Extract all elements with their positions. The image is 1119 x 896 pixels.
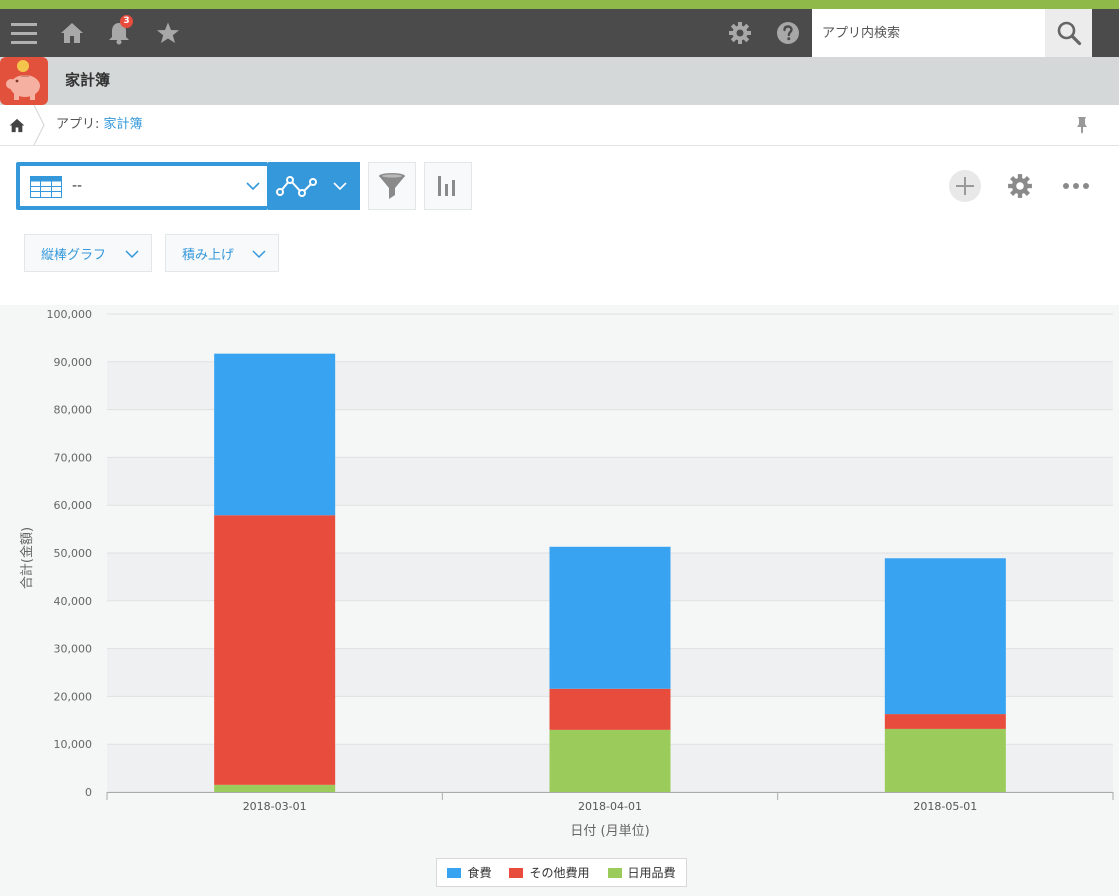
breadcrumb-app-link[interactable]: 家計簿 bbox=[103, 117, 143, 132]
menu-icon[interactable] bbox=[8, 9, 40, 57]
breadcrumb-separator-icon bbox=[33, 105, 45, 145]
legend-swatch bbox=[607, 867, 622, 878]
filter-funnel-icon bbox=[379, 173, 405, 199]
y-axis-label: 合計(金額) bbox=[19, 527, 35, 589]
bar-segment bbox=[549, 729, 671, 792]
bar-segment bbox=[214, 515, 336, 785]
line-graph-icon bbox=[276, 176, 317, 197]
legend-swatch bbox=[447, 867, 462, 878]
bar-segment bbox=[549, 688, 671, 730]
legend-label: その他費用 bbox=[529, 866, 590, 880]
chevron-down-icon bbox=[252, 250, 266, 259]
breadcrumb: アプリ: 家計簿 bbox=[0, 105, 1119, 146]
stack-mode-dropdown[interactable]: 積み上げ bbox=[165, 234, 279, 272]
add-record-button[interactable] bbox=[948, 169, 982, 203]
filter-button[interactable] bbox=[368, 162, 416, 210]
more-options-button[interactable] bbox=[1059, 169, 1093, 203]
chart-legend: 食費 その他費用 日用品費 bbox=[436, 858, 687, 887]
legend-item[interactable]: その他費用 bbox=[509, 864, 590, 881]
y-tick-label: 70,000 bbox=[54, 451, 93, 464]
pin-icon[interactable] bbox=[1072, 115, 1092, 135]
y-tick-label: 10,000 bbox=[54, 738, 93, 751]
more-dots-icon bbox=[1063, 183, 1089, 189]
view-dropdown[interactable]: -- bbox=[20, 166, 267, 206]
bar-segment bbox=[884, 728, 1006, 792]
favorites-star-icon[interactable] bbox=[152, 9, 184, 57]
app-header: 家計簿 bbox=[0, 57, 1119, 105]
legend-label: 日用品費 bbox=[627, 866, 676, 880]
y-tick-label: 80,000 bbox=[54, 404, 93, 417]
graph-button[interactable] bbox=[424, 162, 472, 210]
legend-swatch bbox=[509, 867, 524, 878]
y-tick-label: 20,000 bbox=[54, 690, 93, 703]
y-tick-label: 50,000 bbox=[54, 547, 93, 560]
breadcrumb-home-icon[interactable] bbox=[0, 105, 34, 145]
bar-segment bbox=[214, 784, 336, 792]
y-tick-label: 100,000 bbox=[47, 308, 93, 321]
piggy-bank-app-icon bbox=[0, 57, 48, 105]
search-icon bbox=[1057, 21, 1081, 46]
stack-mode-label: 積み上げ bbox=[182, 247, 235, 263]
settings-gear-icon[interactable] bbox=[724, 9, 756, 57]
chevron-down-icon bbox=[333, 182, 347, 191]
y-tick-label: 60,000 bbox=[54, 499, 93, 512]
table-view-icon bbox=[30, 176, 62, 198]
bar-segment bbox=[214, 353, 336, 516]
chevron-down-icon bbox=[125, 250, 139, 259]
plus-icon bbox=[949, 170, 981, 202]
view-selector[interactable]: -- bbox=[16, 162, 268, 210]
x-axis-label: 日付 (月単位) bbox=[570, 823, 649, 839]
breadcrumb-prefix: アプリ: bbox=[56, 117, 104, 132]
app-settings-button[interactable] bbox=[1003, 169, 1037, 203]
x-tick-label: 2018-03-01 bbox=[243, 800, 307, 813]
app-search-input[interactable] bbox=[812, 9, 1045, 57]
bar-segment bbox=[884, 558, 1006, 715]
help-icon[interactable] bbox=[772, 9, 804, 57]
search-button[interactable] bbox=[1045, 9, 1092, 57]
top-accent-stripe bbox=[0, 0, 1119, 9]
top-navigation-bar: 3 bbox=[0, 9, 1119, 57]
y-tick-label: 30,000 bbox=[54, 643, 93, 656]
bar-segment bbox=[884, 714, 1006, 729]
legend-label: 食費 bbox=[467, 866, 492, 880]
graph-view-selector[interactable] bbox=[268, 162, 360, 210]
view-value: -- bbox=[72, 178, 83, 194]
legend-item[interactable]: 食費 bbox=[447, 864, 491, 881]
chevron-down-icon bbox=[246, 182, 260, 191]
y-tick-label: 0 bbox=[85, 786, 92, 799]
bar-segment bbox=[549, 546, 671, 689]
bar-chart-icon bbox=[438, 176, 455, 196]
x-tick-label: 2018-04-01 bbox=[578, 800, 642, 813]
chart-type-label: 縦棒グラフ bbox=[41, 247, 107, 263]
y-tick-label: 40,000 bbox=[54, 595, 93, 608]
app-title: 家計簿 bbox=[65, 71, 111, 89]
legend-item[interactable]: 日用品費 bbox=[607, 864, 676, 881]
breadcrumb-trail: アプリ: 家計簿 bbox=[56, 105, 143, 145]
gear-icon bbox=[1008, 174, 1032, 198]
stacked-bar-chart: 0 10,000 20,000 30,000 40,000 50,000 60,000 70,… bbox=[19, 308, 1114, 839]
notification-badge: 3 bbox=[120, 15, 133, 28]
notification-bell-icon[interactable]: 3 bbox=[102, 9, 136, 57]
y-tick-label: 90,000 bbox=[54, 356, 93, 369]
chart-type-dropdown[interactable]: 縦棒グラフ bbox=[24, 234, 152, 272]
home-icon[interactable] bbox=[56, 9, 88, 57]
x-tick-label: 2018-05-01 bbox=[913, 800, 977, 813]
